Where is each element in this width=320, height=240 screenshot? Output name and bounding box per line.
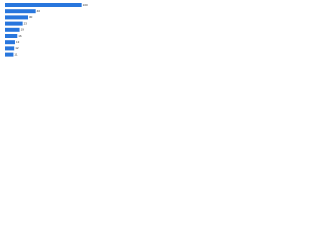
value-label: 16 [18,34,22,38]
bar [5,40,15,45]
bar [5,15,28,20]
bar [5,3,82,7]
value-label: 30 [29,15,33,19]
bar [5,9,36,14]
value-label: 19 [21,28,25,32]
value-label: 100 [83,3,88,7]
bar [5,52,14,57]
value-label: 40 [37,9,41,13]
value-label: 23 [24,21,28,25]
value-label: 12 [15,46,19,50]
bar [5,27,20,32]
value-label: 11 [14,52,17,56]
value-label: 13 [16,40,20,44]
bar [5,46,15,51]
bar [5,34,18,38]
page: {"chart_data": {"type": "barh", "categor… [0,0,320,71]
bar [5,21,23,26]
